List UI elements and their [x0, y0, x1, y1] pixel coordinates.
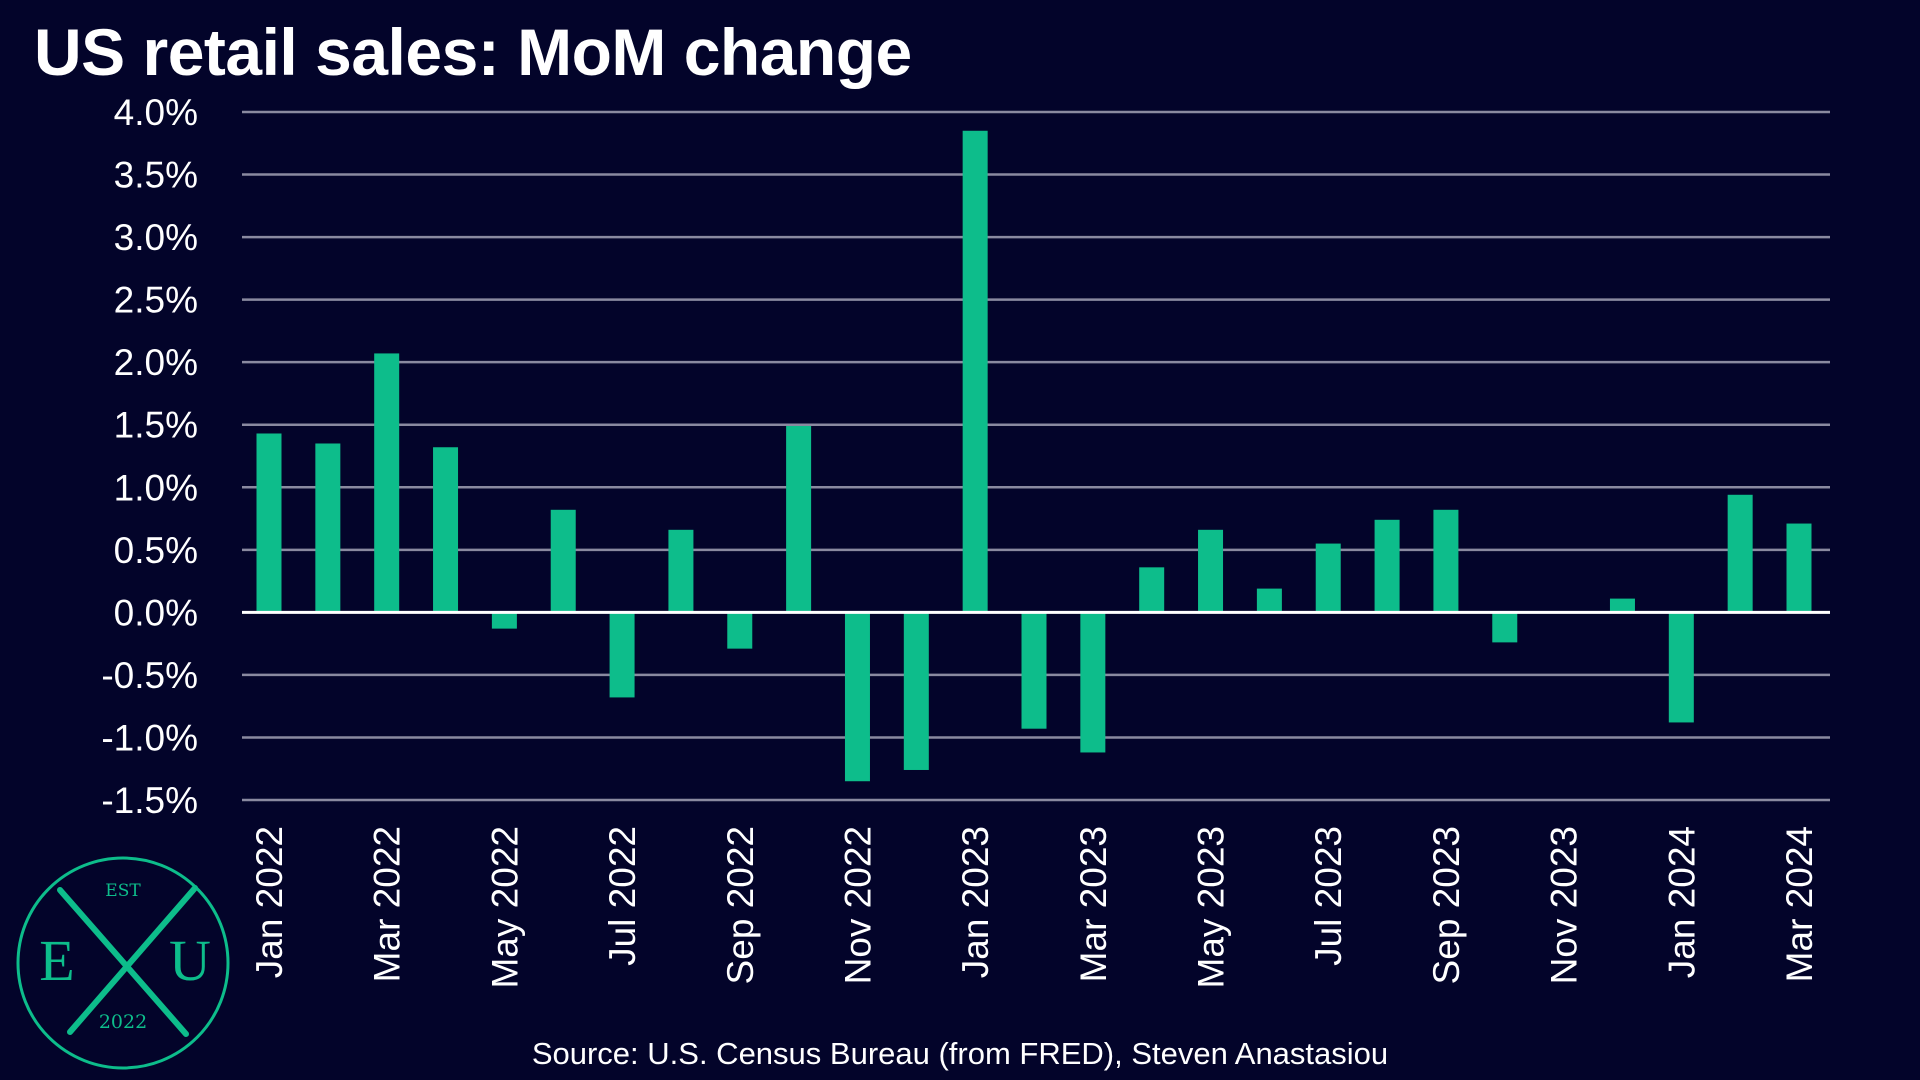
chart-title: US retail sales: MoM change: [34, 15, 912, 89]
x-tick-label: Jan 2024: [1661, 826, 1702, 978]
x-tick-label: Jul 2022: [602, 826, 643, 966]
bar: [1080, 612, 1106, 753]
bar: [668, 529, 694, 613]
bar: [1256, 588, 1282, 613]
y-tick-label: -1.0%: [101, 717, 198, 758]
x-tick-label: Jan 2022: [249, 826, 290, 978]
y-tick-label: 2.0%: [114, 342, 198, 383]
bar: [1433, 509, 1459, 613]
bar: [433, 447, 459, 613]
y-tick-label: -0.5%: [101, 655, 198, 696]
logo-cross-stroke-a: [57, 887, 189, 1037]
logo-letter-u: U: [169, 928, 211, 993]
x-tick-label: May 2023: [1191, 826, 1232, 989]
bar: [315, 443, 341, 613]
bar: [786, 425, 812, 613]
y-tick-label: 3.5%: [114, 155, 198, 196]
x-tick-label: Nov 2023: [1544, 826, 1585, 984]
bar: [1315, 543, 1341, 613]
source-note: Source: U.S. Census Bureau (from FRED), …: [531, 1036, 1389, 1071]
bar: [903, 612, 929, 770]
y-tick-label: 3.0%: [114, 217, 198, 258]
exu-logo-badge: EST E U 2022: [16, 856, 230, 1070]
bar: [550, 509, 576, 613]
y-axis-tick-labels: -1.5% -1.0% -0.5% 0.0% 0.5% 1.0% 1.5% 2.0% 2.5% 3…: [101, 92, 198, 821]
bar: [844, 612, 870, 782]
x-tick-label: Mar 2023: [1073, 826, 1114, 982]
logo-ring: [16, 856, 230, 1070]
x-tick-label: Sep 2023: [1426, 826, 1467, 984]
bar: [1492, 612, 1518, 643]
x-tick-label: Sep 2022: [720, 826, 761, 984]
x-tick-label: Jul 2023: [1308, 826, 1349, 966]
bar: [1374, 519, 1400, 613]
x-tick-label: Nov 2022: [837, 826, 878, 984]
bar: [1139, 567, 1165, 613]
x-tick-label: Mar 2022: [367, 826, 408, 982]
bar: [727, 612, 753, 649]
y-tick-label: 1.0%: [114, 467, 198, 508]
bar: [491, 612, 517, 629]
bar: [609, 612, 635, 698]
bar: [1668, 612, 1694, 723]
y-tick-label: 4.0%: [114, 92, 198, 133]
bar: [962, 130, 988, 613]
bars: [256, 130, 1812, 782]
y-tick-label: 2.5%: [114, 280, 198, 321]
bar-chart: -1.5% -1.0% -0.5% 0.0% 0.5% 1.0% 1.5% 2.0% 2.5% 3…: [101, 92, 1830, 989]
y-tick-label: 0.0%: [114, 592, 198, 633]
bar: [374, 353, 400, 613]
x-tick-label: Mar 2024: [1779, 826, 1820, 982]
bar: [256, 433, 282, 613]
logo-letter-e: E: [39, 928, 74, 993]
bar: [1727, 494, 1753, 613]
bar: [1198, 529, 1224, 613]
bar: [1786, 523, 1812, 613]
logo-year-text: 2022: [99, 1011, 147, 1033]
y-tick-label: -1.5%: [101, 780, 198, 821]
bar: [1021, 612, 1047, 729]
y-tick-label: 0.5%: [114, 530, 198, 571]
y-tick-label: 1.5%: [114, 405, 198, 446]
logo-est-text: EST: [105, 881, 141, 901]
logo-cross-stroke-b: [67, 885, 198, 1035]
bar: [1609, 598, 1635, 613]
x-tick-label: May 2022: [484, 826, 525, 989]
x-tick-label: Jan 2023: [955, 826, 996, 978]
x-axis-tick-labels: Jan 2022 Mar 2022 May 2022 Jul 2022 Sep 2022…: [249, 826, 1820, 989]
